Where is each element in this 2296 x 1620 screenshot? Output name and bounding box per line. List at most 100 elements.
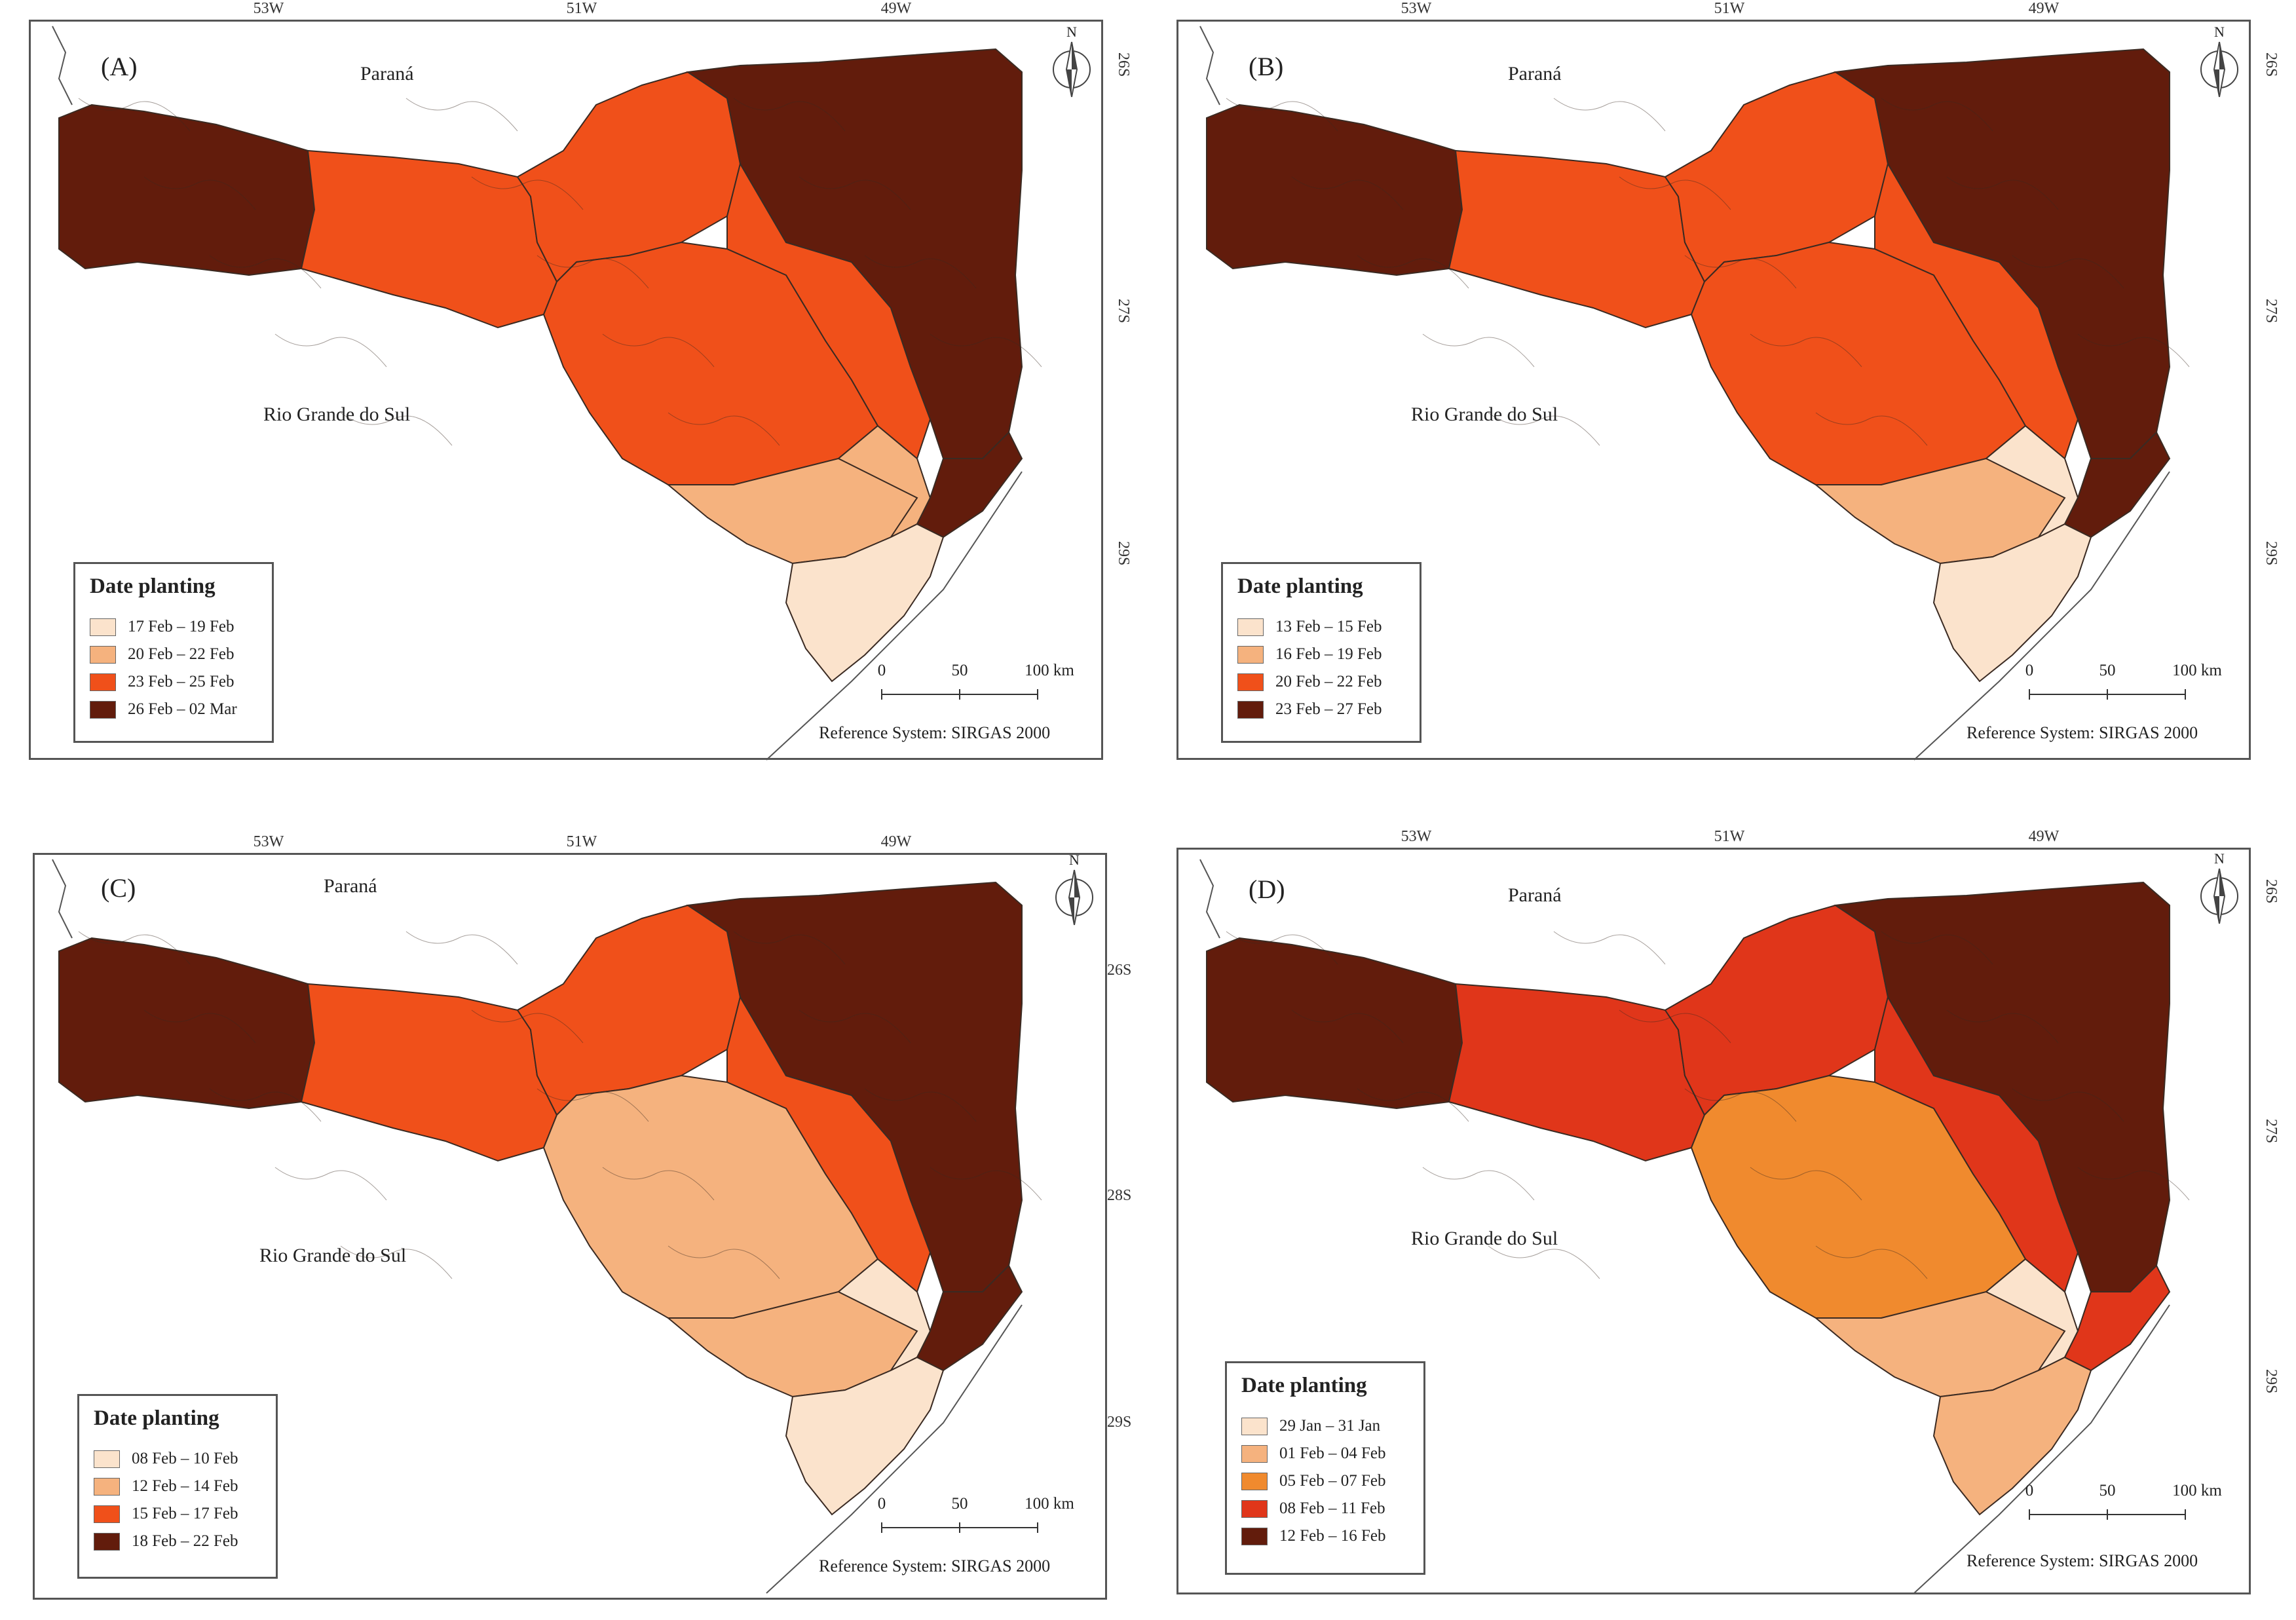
longitude-label: 51W: [566, 0, 597, 17]
legend-swatch: [1241, 1417, 1268, 1435]
municipal-boundaries: [1226, 931, 2190, 1279]
legend-swatch: [1241, 1499, 1268, 1518]
longitude-label: 51W: [1714, 828, 1745, 845]
state-border: [52, 26, 73, 105]
legend-label: 12 Feb – 16 Feb: [1279, 1527, 1386, 1545]
map-legend: Date planting 17 Feb – 19 Feb 20 Feb – 2…: [73, 562, 274, 743]
legend-item: 16 Feb – 19 Feb: [1237, 641, 1405, 668]
legend-item: 17 Feb – 19 Feb: [90, 613, 257, 641]
state-label-parana: Paraná: [324, 875, 377, 897]
legend-swatch: [1241, 1472, 1268, 1490]
state-label-rio-grande-do-sul: Rio Grande do Sul: [1411, 1228, 1558, 1249]
north-label: N: [1069, 852, 1080, 868]
state-border: [1199, 26, 1220, 105]
panel-label: (D): [1249, 875, 1285, 904]
municipal-boundaries: [78, 931, 1042, 1279]
longitude-label: 49W: [2028, 0, 2060, 17]
longitude-label: 49W: [880, 833, 912, 850]
legend-swatch: [94, 1505, 120, 1523]
north-arrow-icon: N: [2200, 24, 2238, 98]
coastline: [766, 1304, 1023, 1594]
legend-swatch: [90, 618, 116, 636]
region-coast-south: [916, 431, 1023, 538]
longitude-label: 51W: [566, 833, 597, 850]
state-label-rio-grande-do-sul: Rio Grande do Sul: [1411, 404, 1558, 425]
scale-label: 0: [2025, 662, 2034, 679]
region-coast-south: [916, 1264, 1023, 1372]
legend-item: 20 Feb – 22 Feb: [1237, 668, 1405, 696]
region-far-west: [58, 937, 316, 1110]
state-label-parana: Paraná: [1508, 884, 1562, 906]
choropleth-map: [52, 26, 1042, 761]
panel-label: (B): [1249, 52, 1284, 81]
legend-item: 12 Feb – 16 Feb: [1241, 1522, 1409, 1550]
north-arrow-icon: N: [1055, 852, 1093, 926]
municipal-boundaries: [78, 98, 1042, 446]
scale-label: 100 km: [2172, 662, 2222, 679]
legend-item: 18 Feb – 22 Feb: [94, 1528, 261, 1555]
coastline: [1913, 1304, 2170, 1594]
north-label: N: [1066, 24, 1077, 40]
north-label: N: [2214, 24, 2225, 40]
coastline: [766, 471, 1023, 761]
choropleth-map: [1199, 859, 2190, 1594]
legend-swatch: [1237, 673, 1264, 691]
legend-swatch: [94, 1477, 120, 1496]
latitude-label: 29S: [1107, 1414, 1132, 1431]
scale-bar: 0 50 100 km: [878, 1495, 1074, 1534]
legend-title: Date planting: [1237, 575, 1363, 598]
longitude-label: 53W: [253, 0, 284, 17]
scale-label: 50: [2099, 1482, 2116, 1499]
region-south-coast-inner: [1932, 523, 2092, 683]
scale-label: 50: [2099, 662, 2116, 679]
north-arrow-icon: N: [2200, 850, 2238, 924]
legend-swatch: [90, 700, 116, 719]
legend-label: 20 Feb – 22 Feb: [1275, 673, 1382, 690]
scale-label: 50: [951, 662, 968, 679]
scale-label: 0: [2025, 1482, 2034, 1499]
legend-label: 17 Feb – 19 Feb: [128, 618, 235, 635]
map-legend: Date planting 13 Feb – 15 Feb 16 Feb – 1…: [1221, 562, 1421, 743]
choropleth-map: [52, 859, 1042, 1594]
longitude-label: 53W: [1401, 828, 1432, 845]
region-far-west: [58, 104, 316, 276]
municipal-boundaries: [1226, 98, 2190, 446]
legend-item: 29 Jan – 31 Jan: [1241, 1412, 1409, 1440]
map-legend: Date planting 29 Jan – 31 Jan 01 Feb – 0…: [1225, 1361, 1425, 1575]
latitude-label: 28S: [1107, 1187, 1132, 1204]
legend-item: 13 Feb – 15 Feb: [1237, 613, 1405, 641]
legend-item: 01 Feb – 04 Feb: [1241, 1440, 1409, 1467]
legend-swatch: [90, 673, 116, 691]
scale-bar: 0 50 100 km: [2025, 662, 2222, 701]
legend-item: 05 Feb – 07 Feb: [1241, 1467, 1409, 1495]
legend-swatch: [90, 645, 116, 664]
north-arrow-icon: N: [1053, 24, 1091, 98]
legend-label: 18 Feb – 22 Feb: [132, 1532, 238, 1550]
reference-system: Reference System: SIRGAS 2000: [819, 723, 1051, 742]
choropleth-map: [1199, 26, 2190, 761]
legend-item: 23 Feb – 25 Feb: [90, 668, 257, 696]
scale-label: 100 km: [2172, 1482, 2222, 1499]
legend-title: Date planting: [1241, 1374, 1367, 1397]
state-label-parana: Paraná: [360, 63, 414, 85]
scale-bar: 0 50 100 km: [2025, 1482, 2222, 1521]
panel-label: (A): [101, 52, 138, 81]
latitude-label: 26S: [1107, 962, 1132, 979]
map-legend: Date planting 08 Feb – 10 Feb 12 Feb – 1…: [77, 1394, 278, 1579]
legend-item: 08 Feb – 10 Feb: [94, 1445, 261, 1473]
region-south-coast-inner: [1932, 1356, 2092, 1516]
legend-item: 12 Feb – 14 Feb: [94, 1473, 261, 1500]
scale-bar-graphic: [2029, 689, 2186, 700]
scale-label: 100 km: [1025, 662, 1074, 679]
legend-swatch: [94, 1450, 120, 1468]
region-south-coast-inner: [785, 523, 945, 683]
longitude-label: 51W: [1714, 0, 1745, 17]
legend-item: 26 Feb – 02 Mar: [90, 696, 257, 723]
panel-label: (C): [101, 873, 136, 903]
region-south-coast-inner: [785, 1356, 945, 1516]
legend-label: 13 Feb – 15 Feb: [1275, 618, 1382, 635]
legend-label: 08 Feb – 11 Feb: [1279, 1499, 1385, 1517]
legend-swatch: [1241, 1527, 1268, 1545]
coastline: [1913, 471, 2170, 761]
legend-label: 16 Feb – 19 Feb: [1275, 645, 1382, 663]
